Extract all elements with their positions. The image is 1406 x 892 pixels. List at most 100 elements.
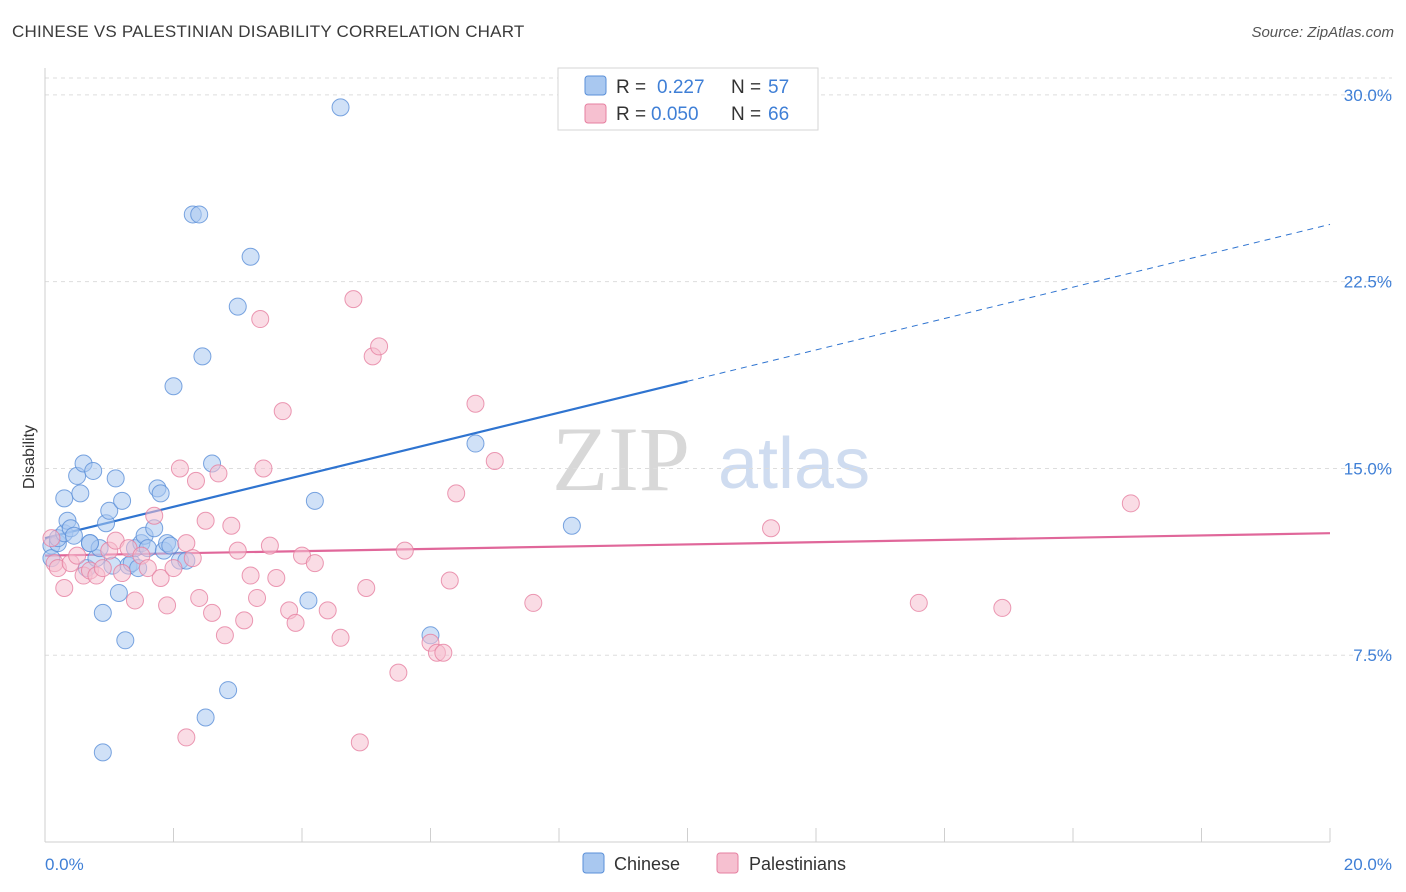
palestinian-point — [370, 337, 389, 356]
palestinian-point — [466, 394, 485, 413]
chart-title: CHINESE VS PALESTINIAN DISABILITY CORREL… — [12, 22, 525, 41]
palestinian-point — [318, 601, 337, 620]
palestinian-point — [260, 536, 279, 555]
palestinian-point — [68, 546, 87, 565]
chinese-point — [196, 708, 215, 727]
x-tick-label: 0.0% — [45, 855, 84, 874]
legend-r-value-palestinians: 0.050 — [651, 104, 699, 125]
chinese-point — [71, 484, 90, 503]
chinese-point — [80, 534, 99, 553]
palestinian-point — [1121, 494, 1140, 513]
y-tick-label: 22.5% — [1344, 273, 1392, 292]
chinese-point — [84, 461, 103, 480]
palestinian-point — [125, 591, 144, 610]
palestinian-point — [305, 554, 324, 573]
palestinian-point — [164, 559, 183, 578]
palestinian-point — [251, 310, 270, 329]
chinese-point — [164, 377, 183, 396]
chinese-point — [228, 297, 247, 316]
palestinian-point — [228, 541, 247, 560]
palestinian-point — [113, 564, 132, 583]
watermark-atlas: atlas — [718, 424, 870, 504]
chinese-point — [562, 516, 581, 535]
palestinian-point — [331, 628, 350, 647]
y-axis-label: Disability — [21, 425, 38, 489]
bottom-legend: Chinese Palestinians — [582, 852, 846, 874]
palestinian-point — [151, 569, 170, 588]
bottom-legend-swatch-palestinians — [716, 852, 739, 874]
legend-n-label-palestinians: N = — [731, 104, 761, 125]
palestinian-point — [344, 290, 363, 309]
chinese-point — [241, 247, 260, 266]
palestinian-point — [357, 578, 376, 597]
chinese-point — [331, 98, 350, 117]
palestinian-point — [909, 593, 928, 612]
data-points — [42, 98, 1140, 762]
y-tick-label: 15.0% — [1344, 459, 1392, 478]
palestinian-point — [183, 549, 202, 568]
chinese-point — [100, 501, 119, 520]
legend-r-label-chinese: R = — [616, 77, 646, 98]
chinese-point — [113, 491, 132, 510]
tick-labels: 7.5% 15.0% 22.5% 30.0% 0.0% 20.0% — [45, 86, 1392, 874]
chinese-point — [305, 491, 324, 510]
palestinian-point — [235, 611, 254, 630]
palestinian-point — [350, 733, 369, 752]
bottom-legend-palestinians: Palestinians — [749, 854, 846, 874]
legend-n-label-chinese: N = — [731, 77, 761, 98]
palestinian-point — [55, 578, 74, 597]
chinese-point — [466, 434, 485, 453]
palestinian-point — [170, 459, 189, 478]
palestinian-point — [177, 728, 196, 747]
chinese-point — [93, 743, 112, 762]
chinese-point — [299, 591, 318, 610]
legend-swatch-chinese — [584, 75, 607, 96]
palestinian-point — [158, 596, 177, 615]
bottom-legend-chinese: Chinese — [614, 854, 680, 874]
palestinian-point — [203, 603, 222, 622]
palestinian-trend-line — [44, 532, 1331, 557]
legend-n-value-chinese: 57 — [768, 77, 789, 98]
palestinian-point — [434, 643, 453, 662]
palestinian-point — [145, 506, 164, 525]
y-tick-label: 30.0% — [1344, 86, 1392, 105]
legend-r-label-palestinians: R = — [616, 104, 646, 125]
palestinian-point — [254, 459, 273, 478]
palestinian-point — [209, 464, 228, 483]
chinese-point — [151, 484, 170, 503]
chinese-point — [190, 205, 209, 224]
legend-n-value-palestinians: 66 — [768, 104, 789, 125]
chinese-point — [106, 469, 125, 488]
palestinian-point — [993, 598, 1012, 617]
chinese-point — [109, 583, 128, 602]
palestinian-point — [248, 588, 267, 607]
palestinian-point — [447, 484, 466, 503]
legend-swatch-palestinians — [584, 103, 607, 124]
palestinian-point — [186, 471, 205, 490]
chinese-point — [116, 631, 135, 650]
palestinian-point — [273, 402, 292, 421]
palestinian-point — [42, 529, 61, 548]
palestinian-point — [762, 519, 781, 538]
palestinian-point — [389, 663, 408, 682]
palestinian-point — [524, 593, 543, 612]
source-label: Source: ZipAtlas.com — [1251, 24, 1394, 41]
palestinian-point — [440, 571, 459, 590]
palestinian-point — [485, 451, 504, 470]
palestinian-point — [267, 569, 286, 588]
palestinian-point — [177, 534, 196, 553]
chinese-point — [93, 603, 112, 622]
chinese-point — [161, 536, 180, 555]
legend-r-value-chinese: 0.227 — [657, 77, 705, 98]
palestinian-point — [222, 516, 241, 535]
palestinian-point — [190, 588, 209, 607]
y-tick-label: 7.5% — [1353, 646, 1392, 665]
palestinian-point — [93, 559, 112, 578]
palestinian-point — [286, 613, 305, 632]
palestinian-point — [196, 511, 215, 530]
axes — [44, 68, 1331, 843]
palestinian-point — [215, 626, 234, 645]
chinese-point — [193, 347, 212, 366]
chinese-point — [219, 681, 238, 700]
